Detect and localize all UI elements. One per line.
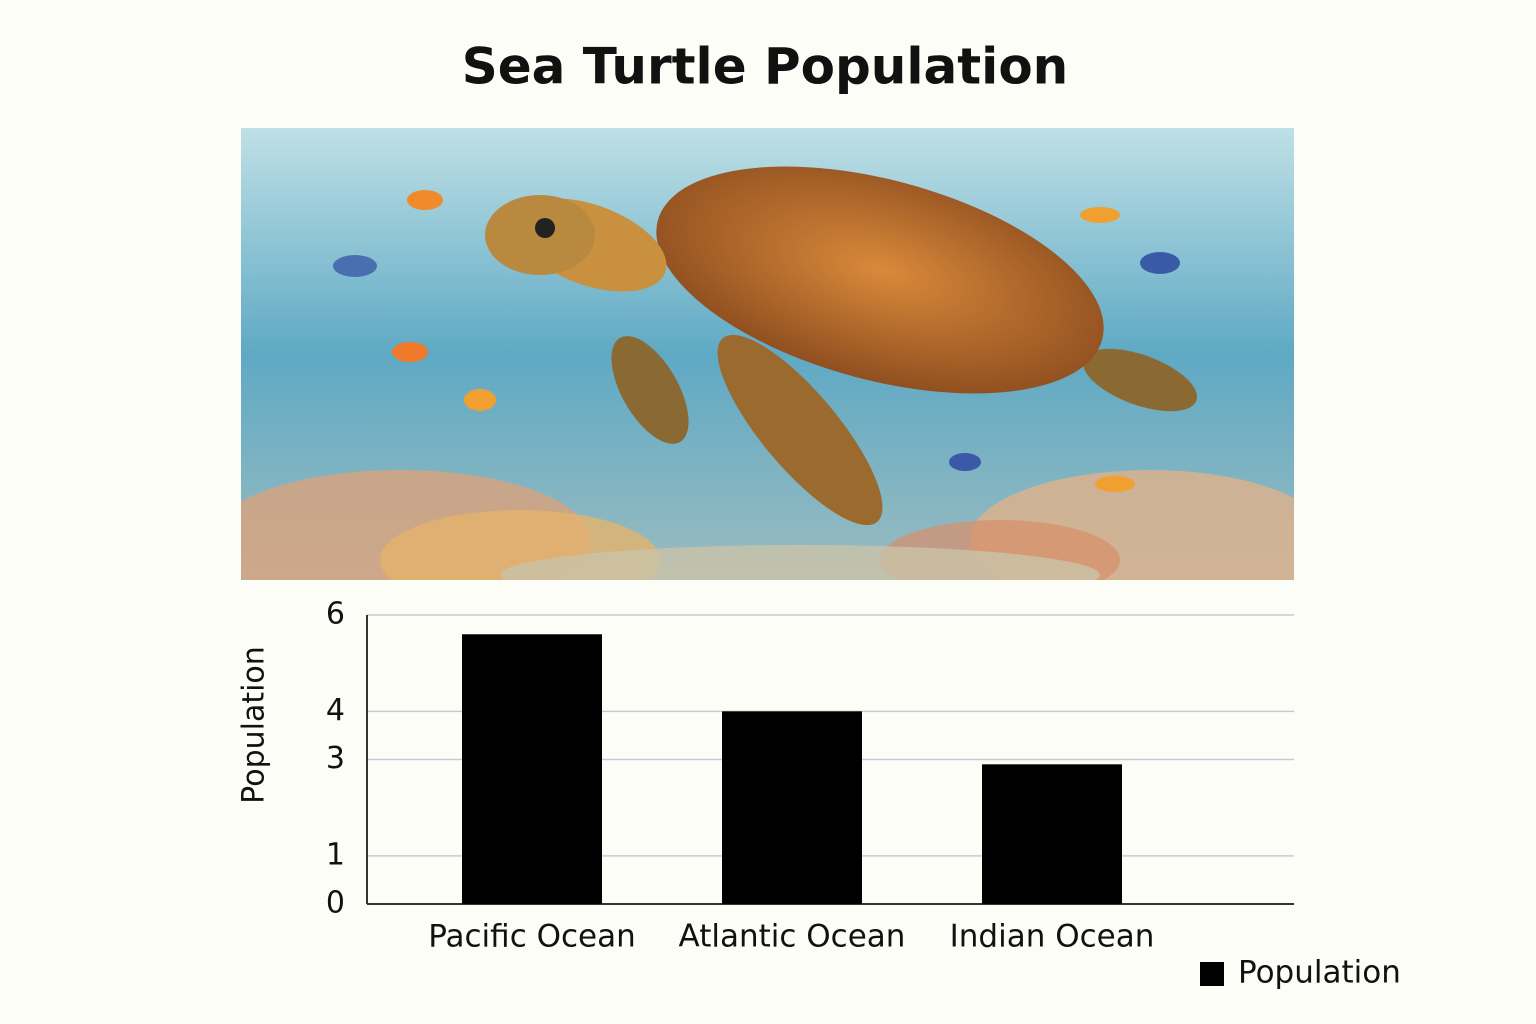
legend-label: Population bbox=[1238, 955, 1401, 991]
bar bbox=[982, 764, 1122, 904]
x-tick-label: Pacific Ocean bbox=[428, 919, 636, 955]
turtle-illustration bbox=[241, 128, 1294, 580]
y-axis-label: Population bbox=[237, 646, 272, 804]
y-tick-label: 6 bbox=[326, 597, 345, 632]
chart-title: Sea Turtle Population bbox=[462, 38, 1069, 96]
y-tick-label: 3 bbox=[326, 741, 345, 776]
bar bbox=[462, 634, 602, 904]
legend-swatch bbox=[1200, 962, 1224, 986]
bar bbox=[722, 711, 862, 904]
y-tick-label: 4 bbox=[326, 693, 345, 728]
y-tick-label: 0 bbox=[326, 886, 345, 921]
x-tick-label: Atlantic Ocean bbox=[679, 919, 906, 955]
y-tick-label: 1 bbox=[326, 837, 345, 872]
x-tick-label: Indian Ocean bbox=[950, 919, 1155, 955]
